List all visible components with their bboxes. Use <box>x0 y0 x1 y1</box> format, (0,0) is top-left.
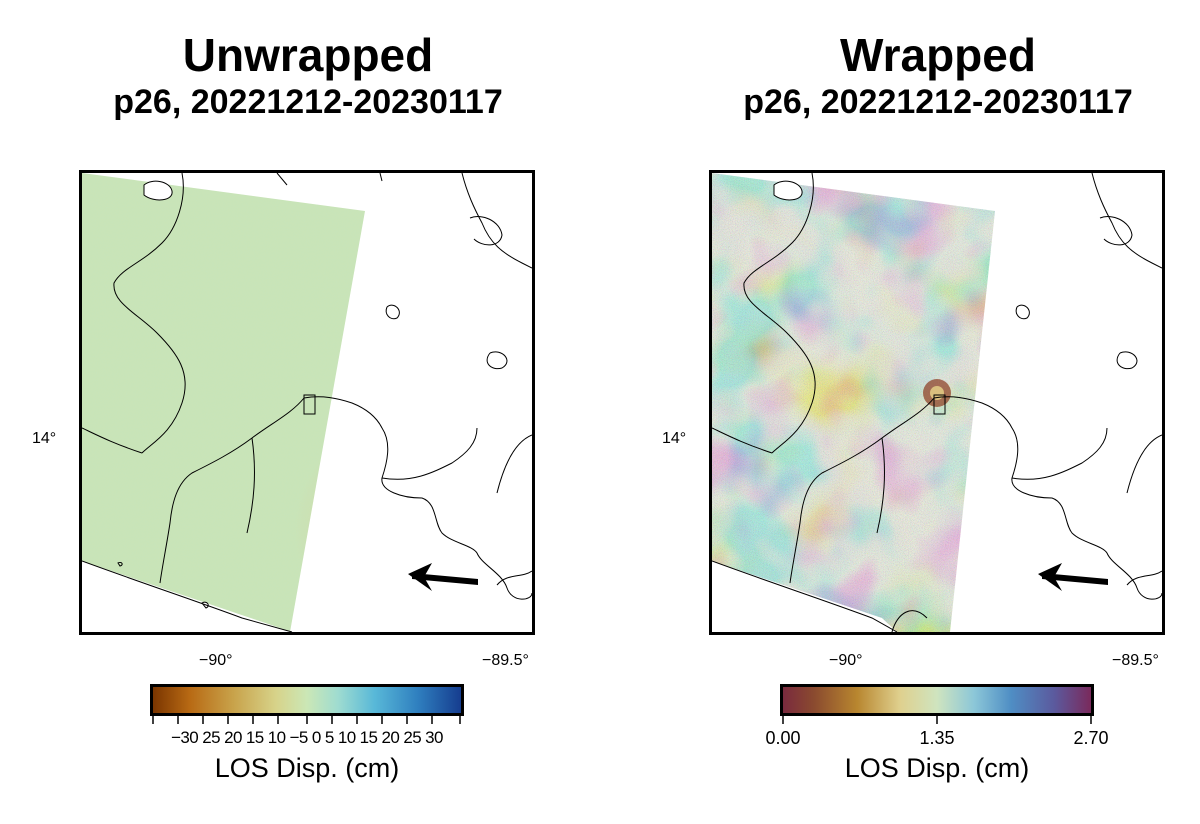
ocean-area <box>82 561 292 632</box>
colorbar-tick-min: 0.00 <box>765 728 801 748</box>
unwrapped-map-canvas <box>82 173 532 632</box>
wrapped-map <box>709 170 1165 635</box>
displacement-field <box>82 173 365 632</box>
interferogram-field <box>712 173 995 632</box>
colorbar-tick-mid: 1.35 <box>919 728 955 748</box>
lat-tick-label: 14° <box>662 430 687 447</box>
heading-arrow-icon <box>408 563 478 591</box>
region-box <box>303 394 316 415</box>
panel-title: Wrapped <box>840 29 1036 81</box>
wrapped-panel: Wrapped p26, 20221212-20230117 <box>630 0 1200 824</box>
colorbar-ticks <box>152 714 461 724</box>
unwrapped-panel: Unwrapped p26, 20221212-20230117 <box>32 30 535 783</box>
colorbar-tick-labels: −30 25 20 15 10 −5 0 5 10 15 20 25 30 <box>171 728 443 747</box>
colorbar-ticks <box>782 714 1092 724</box>
panel-subtitle: p26, 20221212-20230117 <box>113 83 503 121</box>
coastlines <box>82 173 532 632</box>
panel-subtitle: p26, 20221212-20230117 <box>743 83 1133 121</box>
lon-tick-label: −90° <box>829 652 863 669</box>
lon-tick-label: −89.5° <box>482 652 529 669</box>
colorbar <box>780 684 1094 716</box>
colorbar-tick-max: 2.70 <box>1073 728 1109 748</box>
lat-tick-label: 14° <box>32 430 57 447</box>
panel-title: Unwrapped <box>182 29 434 81</box>
region-box <box>933 394 946 415</box>
lon-tick-label: −90° <box>199 652 233 669</box>
colorbar-label: LOS Disp. (cm) <box>844 753 1030 783</box>
colorbar <box>150 684 464 716</box>
wrapped-map-canvas <box>712 173 1162 632</box>
lon-tick-label: −89.5° <box>1112 652 1159 669</box>
coastlines <box>712 173 1162 632</box>
unwrapped-map <box>79 170 535 635</box>
colorbar-label: LOS Disp. (cm) <box>214 753 400 783</box>
heading-arrow-icon <box>1038 563 1108 591</box>
